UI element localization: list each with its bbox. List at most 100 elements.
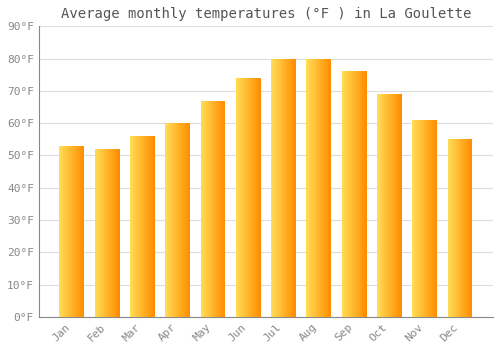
Bar xyxy=(346,71,348,317)
Bar xyxy=(221,100,222,317)
Bar xyxy=(82,146,83,317)
Bar xyxy=(326,58,328,317)
Bar xyxy=(186,123,187,317)
Bar xyxy=(284,58,285,317)
Bar xyxy=(76,146,77,317)
Bar xyxy=(419,120,420,317)
Bar xyxy=(140,136,141,317)
Bar xyxy=(110,149,111,317)
Bar xyxy=(241,78,242,317)
Bar xyxy=(237,78,238,317)
Bar xyxy=(272,58,273,317)
Title: Average monthly temperatures (°F ) in La Goulette: Average monthly temperatures (°F ) in La… xyxy=(60,7,471,21)
Bar xyxy=(424,120,426,317)
Bar xyxy=(168,123,169,317)
Bar xyxy=(150,136,151,317)
Bar xyxy=(135,136,136,317)
Bar xyxy=(137,136,138,317)
Bar xyxy=(348,71,349,317)
Bar xyxy=(172,123,173,317)
Bar xyxy=(242,78,243,317)
Bar xyxy=(394,94,395,317)
Bar xyxy=(431,120,432,317)
Bar xyxy=(115,149,116,317)
Bar xyxy=(454,139,455,317)
Bar xyxy=(78,146,80,317)
Bar xyxy=(429,120,430,317)
Bar xyxy=(384,94,385,317)
Bar xyxy=(312,58,313,317)
Bar xyxy=(364,71,365,317)
Bar xyxy=(459,139,460,317)
Bar xyxy=(80,146,82,317)
Bar xyxy=(131,136,132,317)
Bar xyxy=(432,120,433,317)
Bar xyxy=(248,78,249,317)
Bar xyxy=(427,120,428,317)
Bar xyxy=(420,120,422,317)
Bar xyxy=(180,123,181,317)
Bar xyxy=(250,78,251,317)
Bar xyxy=(362,71,363,317)
Bar xyxy=(424,120,425,317)
Bar xyxy=(460,139,461,317)
Bar xyxy=(176,123,177,317)
Bar xyxy=(420,120,421,317)
Bar xyxy=(326,58,327,317)
Bar xyxy=(449,139,450,317)
Bar xyxy=(378,94,379,317)
Bar xyxy=(144,136,145,317)
Bar xyxy=(200,100,201,317)
Bar xyxy=(413,120,414,317)
Bar xyxy=(330,58,331,317)
Bar xyxy=(222,100,223,317)
Bar xyxy=(170,123,171,317)
Bar xyxy=(171,123,172,317)
Bar xyxy=(395,94,396,317)
Bar xyxy=(391,94,392,317)
Bar xyxy=(245,78,246,317)
Bar xyxy=(257,78,258,317)
Bar xyxy=(99,149,100,317)
Bar xyxy=(412,120,413,317)
Bar xyxy=(360,71,361,317)
Bar xyxy=(224,100,225,317)
Bar xyxy=(73,146,74,317)
Bar xyxy=(280,58,281,317)
Bar xyxy=(151,136,152,317)
Bar xyxy=(462,139,463,317)
Bar xyxy=(238,78,239,317)
Bar xyxy=(390,94,391,317)
Bar xyxy=(173,123,174,317)
Bar xyxy=(101,149,102,317)
Bar xyxy=(74,146,75,317)
Bar xyxy=(416,120,417,317)
Bar xyxy=(75,146,76,317)
Bar xyxy=(98,149,100,317)
Bar xyxy=(104,149,105,317)
Bar xyxy=(290,58,291,317)
Bar xyxy=(354,71,355,317)
Bar xyxy=(380,94,381,317)
Bar xyxy=(381,94,382,317)
Bar xyxy=(433,120,434,317)
Bar xyxy=(204,100,205,317)
Bar xyxy=(328,58,330,317)
Bar xyxy=(315,58,316,317)
Bar xyxy=(422,120,423,317)
Bar xyxy=(320,58,321,317)
Bar xyxy=(66,146,67,317)
Bar xyxy=(271,58,272,317)
Bar xyxy=(308,58,309,317)
Bar xyxy=(469,139,470,317)
Bar xyxy=(292,58,293,317)
Bar xyxy=(465,139,466,317)
Bar xyxy=(187,123,188,317)
Bar xyxy=(348,71,349,317)
Bar xyxy=(154,136,155,317)
Bar xyxy=(392,94,393,317)
Bar xyxy=(282,58,283,317)
Bar xyxy=(398,94,399,317)
Bar xyxy=(386,94,387,317)
Bar xyxy=(119,149,120,317)
